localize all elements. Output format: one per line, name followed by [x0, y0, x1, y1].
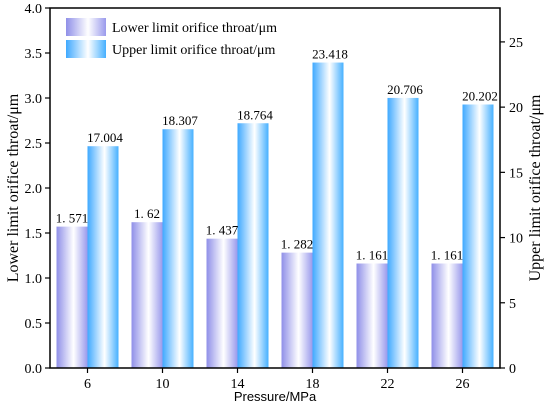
y-left-tick-label-4.0: 4.0 — [25, 2, 43, 17]
bar-upper-10 — [162, 129, 194, 368]
data-label-upper-14: 18.764 — [237, 107, 273, 122]
bar-lower-26 — [431, 263, 463, 368]
data-label-lower-22: 1. 161 — [356, 248, 389, 263]
x-tick-label-18: 18 — [306, 377, 320, 392]
x-tick-label-26: 26 — [456, 377, 470, 392]
bar-upper-6 — [87, 146, 119, 368]
legend-label-lower: Lower limit orifice throat/μm — [112, 21, 277, 36]
x-axis-title: Pressure/MPa — [234, 389, 317, 404]
y-right-tick-label-5: 5 — [509, 297, 516, 312]
y-axis-right-title: Upper limit orifice throat/μm — [527, 94, 544, 281]
bar-lower-22 — [356, 263, 388, 368]
bars-layer — [56, 62, 494, 369]
y-left-tick-label-2.5: 2.5 — [25, 137, 43, 152]
x-tick-label-6: 6 — [84, 377, 91, 392]
data-label-lower-18: 1. 282 — [281, 237, 314, 252]
data-label-upper-6: 17.004 — [87, 130, 123, 145]
data-label-lower-10: 1. 62 — [134, 206, 160, 221]
bar-upper-22 — [387, 97, 419, 368]
y-axis-left-title: Lower limit orifice throat/μm — [5, 93, 22, 282]
y-left-tick-label-3.0: 3.0 — [25, 92, 43, 107]
data-label-upper-26: 20.202 — [462, 88, 498, 103]
legend-swatch-upper — [66, 40, 106, 58]
y-left-tick-label-0.0: 0.0 — [25, 362, 43, 377]
bar-lower-6 — [56, 226, 88, 368]
x-tick-label-10: 10 — [156, 377, 170, 392]
data-label-upper-10: 18.307 — [162, 113, 198, 128]
bar-upper-26 — [462, 104, 494, 368]
bar-upper-18 — [312, 62, 344, 369]
data-label-upper-18: 23.418 — [312, 47, 348, 62]
bar-lower-14 — [206, 238, 238, 368]
x-tick-label-14: 14 — [231, 377, 245, 392]
bar-upper-14 — [237, 123, 269, 369]
y-left-tick-label-1.5: 1.5 — [25, 227, 43, 242]
x-tick-label-22: 22 — [381, 377, 395, 392]
data-label-lower-14: 1. 437 — [206, 223, 239, 238]
y-left-tick-label-1.0: 1.0 — [25, 272, 43, 287]
y-left-tick-label-2.0: 2.0 — [25, 182, 43, 197]
bar-lower-10 — [131, 222, 163, 368]
legend: Lower limit orifice throat/μm Upper limi… — [66, 18, 277, 58]
legend-swatch-lower — [66, 18, 106, 36]
y-right-tick-label-20: 20 — [509, 101, 523, 116]
y-right-tick-label-0: 0 — [509, 362, 516, 377]
y-right-tick-label-10: 10 — [509, 232, 523, 247]
y-right-tick-label-25: 25 — [509, 36, 523, 51]
data-label-upper-22: 20.706 — [387, 82, 423, 97]
y-left-tick-label-3.5: 3.5 — [25, 47, 43, 62]
y-right-tick-label-15: 15 — [509, 166, 523, 181]
data-label-lower-26: 1. 161 — [431, 248, 464, 263]
bar-lower-18 — [281, 252, 313, 368]
legend-label-upper: Upper limit orifice throat/μm — [112, 43, 276, 58]
data-labels-layer: 1. 571 17.004 1. 62 18.307 1. 437 18.764 1. 28… — [56, 47, 498, 263]
axes-layer: 6 10 14 18 22 26 0.0 0.5 1.0 1.5 2.0 2.5 3.0 3.5 4.0 0 5… — [25, 2, 524, 392]
data-label-lower-6: 1. 571 — [56, 211, 89, 226]
y-left-tick-label-0.5: 0.5 — [25, 317, 43, 332]
